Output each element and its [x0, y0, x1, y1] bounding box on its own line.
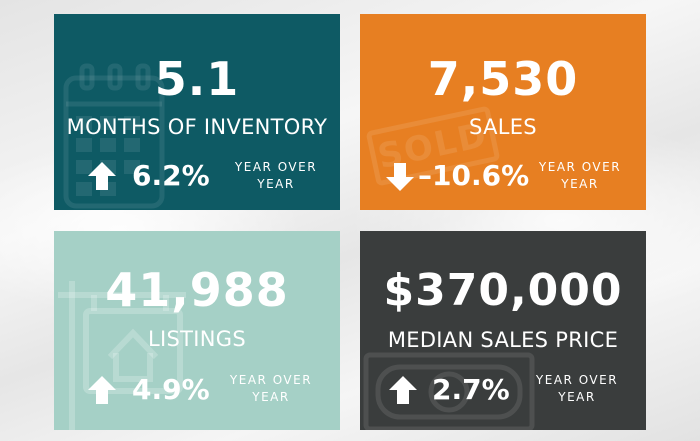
inventory-period: YEAR OVER YEAR: [234, 160, 318, 191]
median-sales-price-card: $370,000 MEDIAN SALES PRICE 2.7% YEAR OV…: [360, 231, 646, 430]
arrow-down-icon: [386, 163, 414, 191]
inventory-label: MONTHS OF INVENTORY: [66, 115, 328, 139]
price-change: 2.7%: [432, 373, 510, 406]
arrow-up-icon: [88, 376, 116, 404]
sales-value: 7,530: [427, 52, 579, 106]
sales-change: –10.6%: [418, 159, 530, 192]
listings-card: 41,988 LISTINGS 4.9% YEAR OVER YEAR: [54, 231, 340, 430]
inventory-change: 6.2%: [132, 159, 210, 192]
listings-change: 4.9%: [132, 373, 210, 406]
price-label: MEDIAN SALES PRICE: [387, 328, 619, 352]
sales-period: YEAR OVER YEAR: [538, 160, 622, 191]
arrow-up-icon: [88, 162, 116, 190]
months-of-inventory-card: 5.1 MONTHS OF INVENTORY 6.2% YEAR OVER Y…: [54, 14, 340, 210]
listings-period: YEAR OVER YEAR: [229, 373, 313, 404]
listings-value: 41,988: [105, 263, 289, 317]
inventory-value: 5.1: [154, 52, 240, 106]
sales-label: SALES: [469, 115, 537, 139]
arrow-up-icon: [389, 376, 417, 404]
sales-card: SOLD 7,530 SALES –10.6% YEAR OVER YEAR: [360, 14, 646, 210]
price-period: YEAR OVER YEAR: [535, 373, 619, 404]
price-value: $370,000: [383, 265, 623, 316]
listings-label: LISTINGS: [148, 327, 246, 351]
